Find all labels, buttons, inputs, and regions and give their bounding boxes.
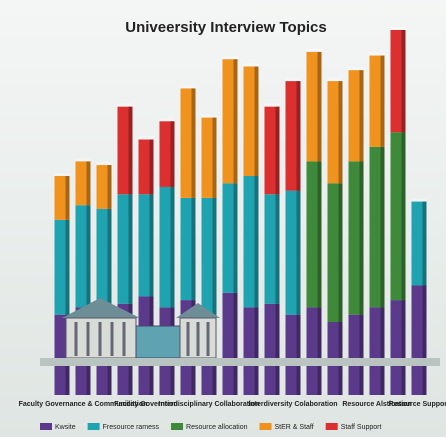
bar-top — [390, 27, 406, 30]
bar-shade — [275, 303, 280, 395]
legend-label: Fresource ramess — [103, 424, 160, 431]
bar-shade — [359, 70, 364, 162]
bar-shade — [317, 307, 322, 395]
bar-shade — [254, 66, 259, 176]
legend-swatch — [40, 423, 52, 430]
x-tick-label: Facility Governtion — [114, 401, 177, 408]
bar-shade — [233, 59, 238, 184]
bar-shade — [170, 121, 175, 187]
bar-shade — [422, 285, 427, 395]
x-tick-label: Faculty Governance & Communication — [19, 401, 148, 408]
bar-top — [96, 162, 112, 166]
bar-shade — [275, 194, 280, 304]
bar-top — [243, 63, 259, 67]
bar-top — [264, 103, 280, 107]
bar-top — [201, 114, 217, 118]
bar-shade — [233, 292, 238, 395]
bar-shade — [65, 176, 70, 220]
x-tick-label: Interdiversity Colaboration — [248, 401, 337, 408]
bar-shade — [401, 300, 406, 395]
bar-top — [369, 52, 385, 56]
bar-shade — [149, 139, 154, 195]
bar-top — [180, 85, 196, 89]
bar-top — [222, 56, 238, 60]
legend-swatch — [171, 423, 184, 430]
bar-shade — [170, 186, 175, 308]
bar-shade — [317, 161, 322, 308]
bar-shade — [359, 314, 364, 395]
plinth — [40, 358, 440, 366]
bar-shade — [254, 307, 259, 395]
legend-label: Kwsite — [55, 424, 76, 431]
bar-shade — [422, 201, 427, 286]
bar-top — [54, 173, 70, 176]
x-tick-label: Interdisciplinary Collaboration — [158, 401, 259, 408]
bar-shade — [212, 197, 217, 315]
bar-shade — [212, 117, 217, 198]
legend-label: StER & Staff — [275, 424, 314, 431]
roof — [176, 303, 220, 318]
bar-shade — [191, 88, 196, 198]
building-wing — [135, 325, 183, 359]
x-tick-label: Resource Support — [389, 401, 446, 408]
x-axis: Faculty Governance & CommunicationFacili… — [19, 401, 446, 408]
bar-shade — [191, 197, 196, 301]
bar-shade — [86, 205, 91, 308]
bar-shade — [380, 146, 385, 308]
bar-shade — [338, 183, 343, 322]
bar-top — [138, 136, 154, 140]
bar-top — [327, 78, 343, 82]
legend-swatch — [325, 423, 338, 430]
bar-shade — [275, 106, 280, 195]
bar-shade — [128, 106, 133, 195]
chart-title: Univeersity Interview Topics — [125, 19, 326, 36]
bar-shade — [380, 55, 385, 147]
bar-shade — [401, 30, 406, 133]
bar-shade — [296, 190, 301, 315]
legend: Kwsite Fresource ramess Resource allocatio… — [40, 423, 381, 431]
bar-shade — [107, 165, 112, 209]
building — [40, 298, 440, 366]
bar-top — [306, 48, 322, 52]
bar-top — [75, 158, 91, 162]
bar-shade — [296, 314, 301, 395]
legend-label: Staff Support — [341, 424, 382, 431]
bar-shade — [359, 161, 364, 315]
bar-top — [411, 198, 427, 202]
bar-shade — [107, 208, 112, 315]
columns — [74, 322, 210, 356]
bar-shade — [338, 81, 343, 184]
bar-shade — [233, 183, 238, 293]
legend-swatch — [259, 423, 272, 430]
bar-shade — [86, 161, 91, 206]
legend-label: Resource allocation — [186, 424, 248, 431]
bar-top — [117, 103, 133, 107]
bar-top — [285, 78, 301, 82]
roof — [62, 298, 140, 318]
bar-top — [348, 67, 364, 71]
bar-shade — [149, 194, 154, 297]
bar-shade — [65, 219, 70, 315]
bar-shade — [401, 132, 406, 301]
bar-top — [159, 118, 175, 122]
bar-shade — [254, 176, 259, 308]
bar-shade — [128, 194, 133, 304]
bar-shade — [296, 81, 301, 191]
x-tick-label: Resource Alstication — [342, 401, 411, 408]
bar-shade — [380, 307, 385, 395]
bar-shade — [317, 51, 322, 162]
legend-swatch — [87, 423, 100, 430]
